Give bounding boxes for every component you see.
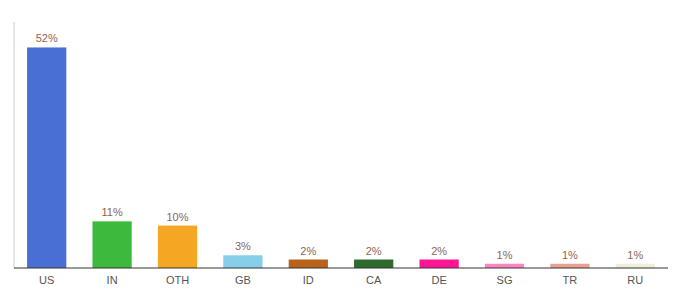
x-tick-label: DE bbox=[431, 274, 446, 286]
x-tick-label: US bbox=[39, 274, 54, 286]
x-tick-label: GB bbox=[235, 274, 251, 286]
bar bbox=[616, 264, 655, 268]
bar bbox=[27, 47, 66, 268]
data-label: 52% bbox=[36, 32, 58, 44]
bars bbox=[27, 47, 655, 268]
x-axis-line bbox=[14, 268, 668, 269]
x-tick-label: CA bbox=[366, 274, 382, 286]
bar bbox=[550, 264, 589, 268]
data-label: 1% bbox=[497, 249, 513, 261]
data-label: 11% bbox=[101, 206, 122, 218]
x-axis: US IN OTH GB ID CA DE SG TR RU bbox=[39, 274, 643, 286]
x-tick-label: IN bbox=[107, 274, 118, 286]
bar bbox=[158, 226, 197, 268]
bar bbox=[92, 221, 131, 268]
x-tick-label: ID bbox=[303, 274, 314, 286]
bar bbox=[419, 260, 458, 268]
plot-area: 52% 11% 10% 3% 2% 2% 2% 1% 1% 1% US IN OTH GB ID CA DE SG… bbox=[14, 22, 668, 286]
bar bbox=[485, 264, 524, 268]
x-tick-label: RU bbox=[627, 274, 643, 286]
data-label: 1% bbox=[627, 249, 643, 261]
data-label: 2% bbox=[431, 245, 447, 257]
x-tick-label: TR bbox=[563, 274, 578, 286]
data-label: 3% bbox=[235, 240, 251, 252]
data-label: 1% bbox=[562, 249, 578, 261]
data-labels: 52% 11% 10% 3% 2% 2% 2% 1% 1% 1% bbox=[36, 32, 644, 260]
x-tick-label: SG bbox=[497, 274, 513, 286]
data-label: 2% bbox=[300, 245, 316, 257]
y-axis-line bbox=[14, 22, 15, 268]
data-label: 2% bbox=[366, 245, 382, 257]
bar bbox=[223, 255, 262, 268]
x-tick-label: OTH bbox=[166, 274, 189, 286]
chart-container: 52% 11% 10% 3% 2% 2% 2% 1% 1% 1% US IN OTH GB ID CA DE SG… bbox=[0, 0, 680, 300]
data-label: 10% bbox=[166, 211, 188, 223]
bar bbox=[289, 260, 328, 268]
bar bbox=[354, 260, 393, 268]
chart: 52% 11% 10% 3% 2% 2% 2% 1% 1% 1% US IN OTH GB ID CA DE SG… bbox=[0, 0, 680, 300]
